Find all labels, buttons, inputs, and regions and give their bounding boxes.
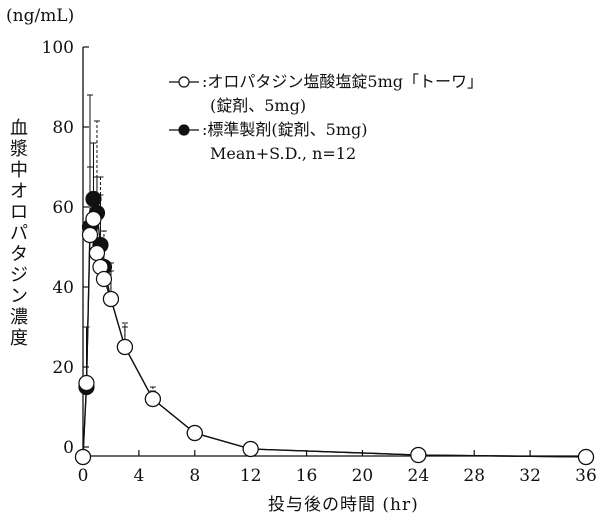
y-tick-label: 60 (52, 198, 74, 218)
x-tick-label: 8 (189, 466, 200, 486)
filled-circle-marker-icon (169, 124, 199, 136)
x-tick-label: 12 (240, 466, 262, 486)
data-point-test (102, 290, 120, 308)
series-line-test (82, 218, 587, 458)
x-axis-label: 投与後の時間 (hr) (268, 495, 419, 515)
data-point-test (186, 424, 203, 442)
y-unit-label: (ng/mL) (6, 6, 75, 26)
axes: 0 20 40 60 80 100 0 4 8 12 16 20 24 28 32 36 (42, 38, 597, 486)
legend-note: Mean+S.D., n=12 (168, 142, 483, 166)
legend-label-test-line2: (錠剤、5mg) (210, 96, 307, 115)
legend: :オロパタジン塩酸塩錠5mg「トーワ」 (錠剤、5mg) :標準製剤(錠剤、5m… (168, 70, 483, 166)
data-point-test (81, 226, 99, 244)
x-tick-label: 20 (352, 466, 374, 486)
y-axis-label: 血漿中オロパタジン濃度 (10, 118, 28, 349)
y-tick-label: 100 (42, 38, 74, 58)
legend-entry-test: :オロパタジン塩酸塩錠5mg「トーワ」 (168, 70, 483, 94)
y-tick-label: 80 (52, 118, 74, 138)
y-tick-label: 0 (63, 438, 74, 458)
x-tick-label: 24 (408, 466, 430, 486)
data-point-test (144, 390, 161, 408)
data-point-test (410, 446, 427, 464)
data-point-test (74, 448, 92, 466)
data-point-test (78, 374, 95, 392)
data-markers (74, 190, 595, 466)
data-point-reference (85, 190, 102, 208)
data-point-test (116, 338, 134, 356)
legend-label-reference: :標準製剤(錠剤、5mg) (202, 120, 368, 139)
data-point-test (577, 448, 595, 466)
x-tick-label: 0 (78, 466, 89, 486)
data-point-test (88, 244, 106, 262)
legend-entry-reference: :標準製剤(錠剤、5mg) (168, 118, 483, 142)
open-circle-marker-icon (169, 76, 199, 88)
legend-label-test: :オロパタジン塩酸塩錠5mg「トーワ」 (202, 72, 483, 91)
series-line-reference (82, 198, 587, 458)
x-tick-label: 28 (463, 466, 485, 486)
x-tick-label: 16 (296, 466, 318, 486)
x-tick-label: 4 (133, 466, 144, 486)
y-tick-label: 40 (52, 278, 74, 298)
data-point-test (242, 440, 259, 458)
x-tick-label: 36 (575, 466, 597, 486)
x-tick-label: 32 (519, 466, 541, 486)
y-tick-label: 20 (52, 358, 74, 378)
legend-entry-test-line2: (錠剤、5mg) (168, 94, 483, 118)
series-lines (82, 198, 587, 458)
legend-note-text: Mean+S.D., n=12 (210, 144, 357, 163)
data-point-test (95, 270, 113, 288)
data-point-test (85, 210, 102, 228)
